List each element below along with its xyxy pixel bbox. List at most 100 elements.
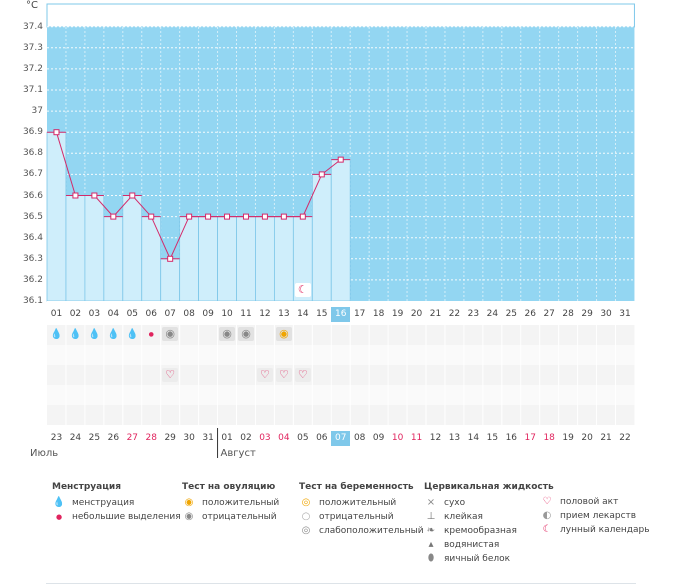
menstruation-drop-icon: 💧 <box>107 329 120 340</box>
legend-label: отрицательный <box>202 512 277 522</box>
temperature-bar <box>84 195 105 302</box>
marker-row <box>47 405 635 425</box>
temperature-point <box>242 213 249 220</box>
marker-row <box>47 385 635 405</box>
moon-icon: ☾ <box>294 283 311 297</box>
cycle-day-label: 04 <box>107 309 120 319</box>
legend-label: яичный белок <box>444 554 511 564</box>
calendar-date: 03 <box>259 433 271 443</box>
marker-row <box>47 365 635 385</box>
cycle-day-label: 27 <box>543 309 555 319</box>
legend-item: ▴ водянистая <box>424 538 554 552</box>
cycle-day-label: 21 <box>429 309 442 319</box>
legend-label: менструация <box>72 498 135 508</box>
cycle-day-label: 11 <box>240 309 252 319</box>
temperature-bar <box>255 216 275 302</box>
legend-label: прием лекарств <box>560 511 637 521</box>
temperature-point <box>337 156 344 163</box>
watery-icon: ▴ <box>428 539 434 550</box>
temperature-point <box>186 213 193 220</box>
calendar-date: 04 <box>278 433 290 443</box>
ovulation-positive-icon: ◉ <box>184 497 194 508</box>
dry-icon: × <box>426 497 436 508</box>
temperature-bar <box>330 159 351 302</box>
cycle-day-label: 12 <box>259 309 271 319</box>
y-tick-label: 36.4 <box>22 232 43 243</box>
temperature-chart <box>46 3 635 458</box>
calendar-date: 24 <box>69 433 82 443</box>
menstruation-drop-icon: 💧 <box>126 329 139 340</box>
menstruation-drop-icon: 💧 <box>50 329 63 340</box>
legend-menstruation: Менструация 💧 менструация ● небольшие выде… <box>52 482 181 524</box>
calendar-date: 06 <box>316 433 328 443</box>
y-tick-label: 37.1 <box>22 85 43 95</box>
heart-icon: ♡ <box>542 496 552 507</box>
cycle-day-label: 18 <box>372 309 385 319</box>
calendar-date: 26 <box>107 433 120 443</box>
menstruation-drop-icon: 💧 <box>52 497 66 508</box>
legend-label: отрицательный <box>319 512 394 522</box>
cycle-day-label: 20 <box>410 309 423 319</box>
legend-other: ♡ половой акт ◐ прием лекарств ☾ лунный кал… <box>540 495 650 537</box>
legend-label: водянистая <box>444 540 500 550</box>
legend-item: ◉ положительный <box>182 496 280 510</box>
temperature-bar <box>141 216 162 302</box>
legend-ovulation: Тест на овуляцию ◉ положительный ◉ отрицат… <box>182 482 279 524</box>
pregnancy-weak-icon: ◎ <box>301 525 311 536</box>
temperature-bar <box>198 216 218 302</box>
temperature-points <box>53 129 344 262</box>
legend-title: Цервикальная жидкость <box>424 482 554 492</box>
calendar-date: 10 <box>391 433 404 443</box>
temperature-point <box>129 192 136 199</box>
temperature-point <box>261 213 268 220</box>
legend-label: клейкая <box>444 512 483 522</box>
month-label: Июль <box>30 448 59 459</box>
cycle-day-label: 25 <box>505 309 518 319</box>
cycle-day-label: 15 <box>316 309 328 319</box>
unit-label: °C <box>26 0 38 11</box>
temperature-bar <box>65 195 86 302</box>
cycle-day-label: 02 <box>69 309 82 319</box>
pill-icon: ◐ <box>542 510 552 521</box>
legend-title: Тест на беременность <box>299 482 414 492</box>
legend-pregnancy: Тест на беременность ◎ положительный ○ отр… <box>299 482 424 538</box>
calendar-date: 12 <box>429 433 442 443</box>
legend-item: ◉ отрицательный <box>182 510 279 524</box>
cycle-day-label: 29 <box>581 309 593 319</box>
heart-icon: ♡ <box>256 368 273 382</box>
temperature-bars <box>46 131 351 302</box>
temperature-bar <box>179 216 199 302</box>
y-tick-label: 36.6 <box>22 190 43 201</box>
cycle-day-label: 31 <box>619 309 631 319</box>
ovulation-positive-icon: ◉ <box>275 327 292 341</box>
legend-label: положительный <box>202 498 280 508</box>
calendar-date: 16 <box>505 433 518 443</box>
calendar-date: 18 <box>543 433 555 443</box>
menstruation-drop-icon: 💧 <box>69 329 82 340</box>
marker-row <box>47 325 635 345</box>
legend-label: положительный <box>319 498 397 508</box>
legend-item: ☾ лунный календарь <box>540 523 650 537</box>
spotting-drop-icon: ● <box>148 331 154 338</box>
cycle-day-label: 07 <box>164 309 176 319</box>
legend-label: слабоположительный <box>319 526 424 536</box>
y-tick-label: 37.2 <box>22 63 43 74</box>
calendar-date: 11 <box>410 433 423 443</box>
cycle-day-label: 06 <box>145 309 157 319</box>
calendar-date: 05 <box>297 433 309 443</box>
marker-row <box>47 345 635 365</box>
legend-item: × сухо <box>424 496 554 510</box>
moon-icon: ☾ <box>542 524 552 535</box>
pregnancy-positive-icon: ◎ <box>301 497 311 508</box>
marker-rows <box>47 301 635 458</box>
ovulation-negative-icon: ◉ <box>184 511 194 522</box>
legend-label: половой акт <box>560 497 619 507</box>
axis-gap <box>47 301 635 307</box>
temperature-point <box>167 255 174 262</box>
temperature-point <box>148 213 155 220</box>
calendar-date: 23 <box>50 433 63 443</box>
y-tick-label: 36.1 <box>22 296 43 306</box>
temperature-bar <box>311 173 332 302</box>
legend-item: ⬮ яичный белок <box>424 552 554 566</box>
temperature-point <box>299 213 306 220</box>
